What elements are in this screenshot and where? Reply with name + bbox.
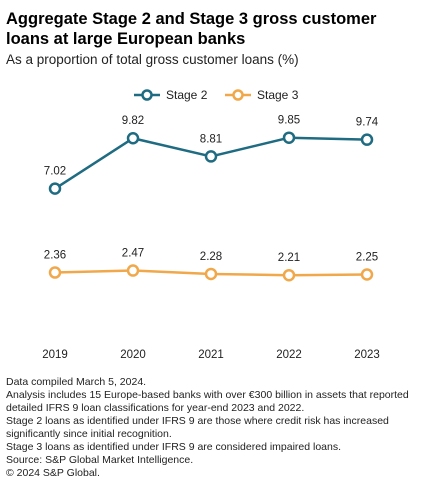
legend-marker-stage3: [232, 89, 244, 101]
data-point-stage3-2023: [360, 268, 374, 281]
note-source: Source: S&P Global Market Intelligence.: [6, 454, 194, 466]
data-label-stage3-2023: 2.25: [356, 252, 378, 264]
data-point-stage2-2022: [282, 131, 296, 144]
x-tick-label-2021: 2021: [198, 349, 224, 361]
note-data-compiled: Data compiled March 5, 2024.: [6, 376, 147, 388]
data-point-stage2-2021: [204, 150, 218, 163]
legend-marker-stage2: [141, 89, 153, 101]
x-tick-label-2020: 2020: [120, 349, 146, 361]
data-label-stage2-2020: 9.82: [122, 115, 144, 127]
data-label-stage3-2022: 2.21: [278, 252, 300, 264]
data-label-stage2-2021: 8.81: [200, 133, 222, 145]
legend-label-stage3: Stage 3: [257, 88, 299, 102]
data-label-stage3-2021: 2.28: [200, 251, 222, 263]
note-stage2-definition: Stage 2 loans as identified under IFRS 9…: [6, 415, 389, 440]
x-tick-label-2019: 2019: [42, 349, 68, 361]
data-label-stage2-2022: 9.85: [278, 115, 300, 127]
data-label-stage2-2023: 9.74: [356, 117, 379, 129]
x-tick-label-2023: 2023: [354, 349, 380, 361]
data-point-stage3-2019: [48, 266, 62, 279]
note-copyright: © 2024 S&P Global.: [6, 467, 100, 479]
data-label-stage3-2020: 2.47: [122, 248, 144, 260]
data-point-stage2-2019: [48, 182, 62, 195]
chart-title: Aggregate Stage 2 and Stage 3 gross cust…: [6, 10, 377, 48]
chart-subtitle: As a proportion of total gross customer …: [6, 52, 299, 67]
data-point-stage2-2023: [360, 133, 374, 146]
data-label-stage3-2019: 2.36: [44, 250, 66, 262]
data-point-stage2-2020: [126, 131, 140, 145]
data-point-stage3-2021: [204, 267, 218, 281]
x-tick-label-2022: 2022: [276, 349, 302, 361]
line-chart: Stage 2 Stage 3 7.02 9.82 8.81 9.85 9.74 2.36 2.…: [42, 88, 380, 361]
note-stage3-definition: Stage 3 loans as identified under IFRS 9…: [6, 441, 342, 453]
data-point-stage3-2022: [282, 268, 296, 282]
data-point-stage3-2020: [126, 264, 140, 277]
data-label-stage2-2019: 7.02: [44, 166, 66, 178]
legend-label-stage2: Stage 2: [166, 88, 208, 102]
note-analysis-scope: Analysis includes 15 Europe-based banks …: [6, 389, 409, 414]
footnotes: Data compiled March 5, 2024. Analysis in…: [6, 376, 420, 480]
